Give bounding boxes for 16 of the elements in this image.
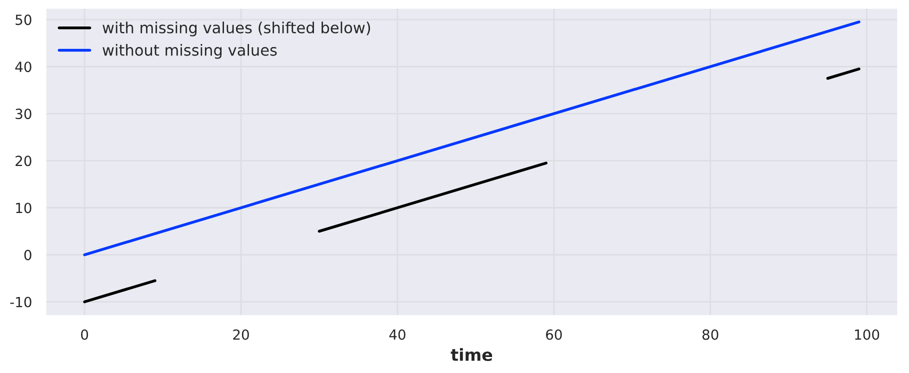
y-tick-label: 20 [16,156,32,166]
x-axis-title: time [450,348,492,362]
x-tick-label: 80 [702,329,718,340]
legend-label: with missing values (shifted below) [102,22,370,36]
y-tick-label: 40 [15,62,32,72]
y-tick-label: -10 [10,296,32,308]
y-tick-label: 10 [16,202,32,214]
x-tick-label: 0 [81,329,88,340]
y-tick-label: 50 [16,14,32,26]
x-tick-label: 40 [389,329,406,340]
y-tick-label: 30 [16,108,32,120]
y-tick-label: 0 [24,250,32,260]
legend-label: without missing values [102,44,277,59]
x-tick-label: 20 [233,329,249,340]
x-tick-label: 100 [855,329,880,340]
x-tick-label: 60 [546,329,562,340]
